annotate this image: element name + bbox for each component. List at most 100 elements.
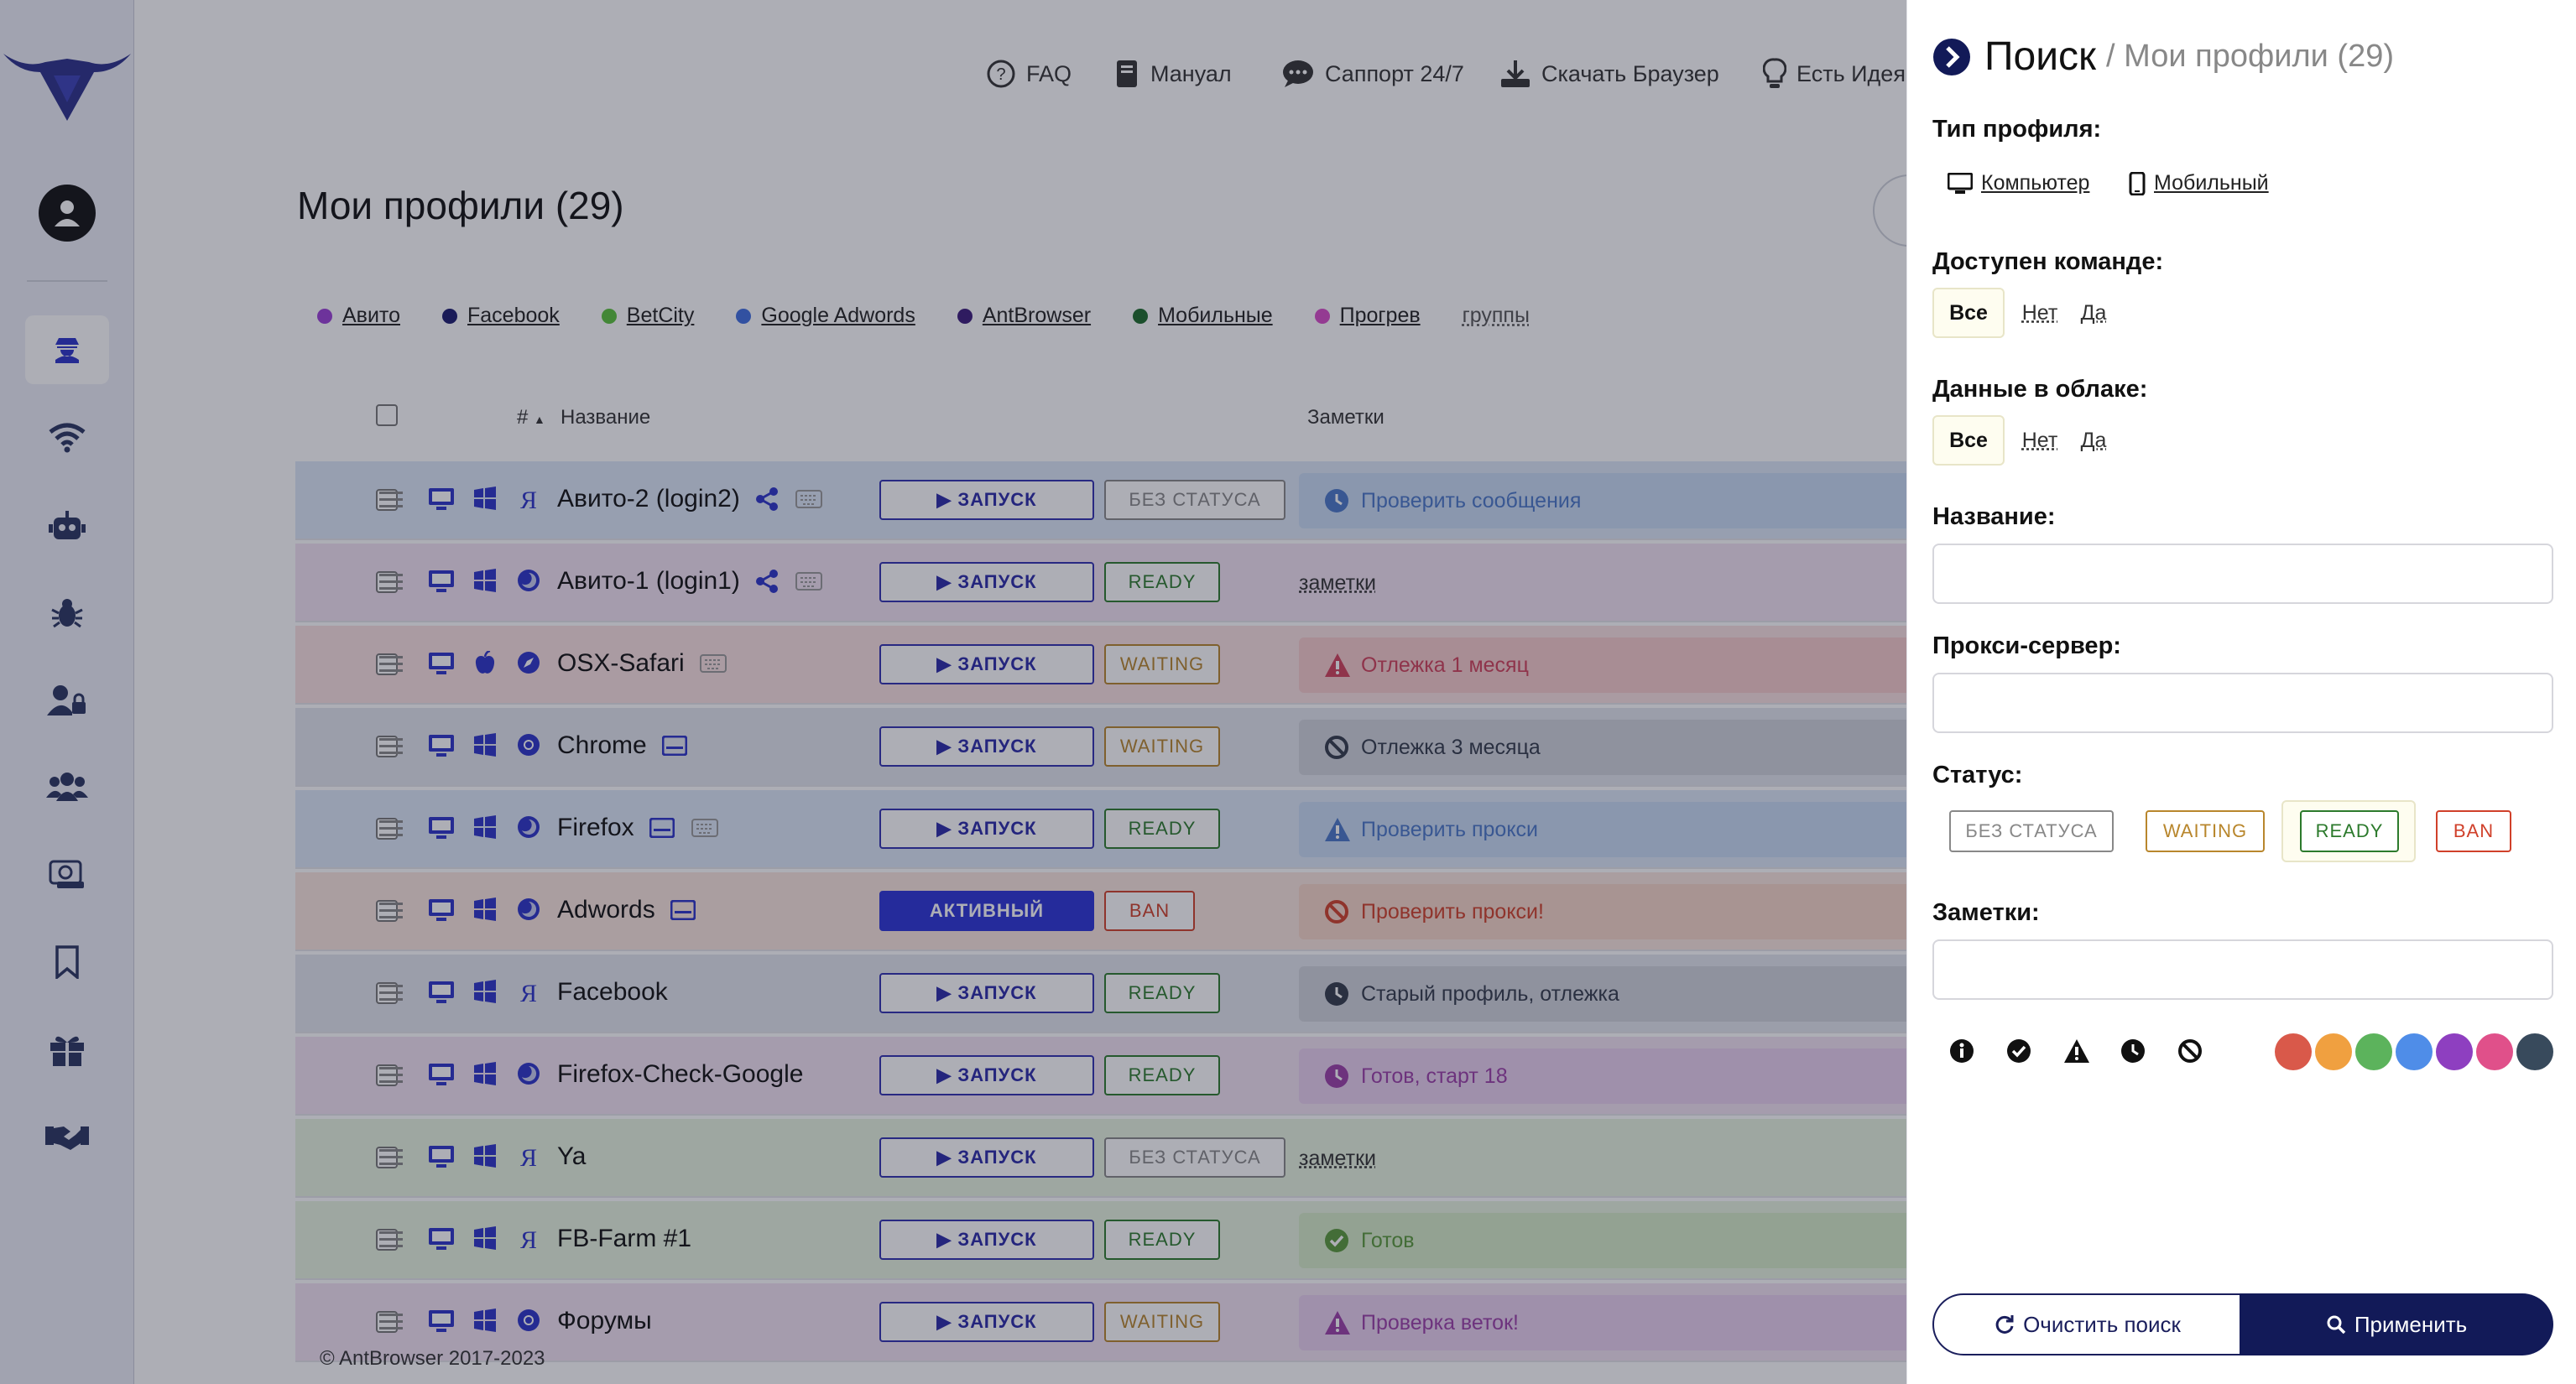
status-badge[interactable]: READY [1104,1220,1220,1260]
apply-button[interactable]: Применить [2240,1293,2553,1355]
color-swatch[interactable] [2355,1033,2392,1070]
robot-nav-icon[interactable] [25,492,109,560]
status-badge[interactable]: БЕЗ СТАТУСА [1104,480,1285,520]
status-filter-none[interactable]: БЕЗ СТАТУСА [1949,810,2114,852]
nav-support[interactable]: Саппорт 24/7 [1281,54,1464,94]
profile-row[interactable]: Firefox ▶ ЗАПУСК READY Проверить прокси [295,790,2041,869]
profile-name[interactable]: FB-Farm #1 [557,1225,692,1252]
antbrowser-logo[interactable] [0,44,134,127]
profile-row[interactable]: Авито-1 (login1) ▶ ЗАПУСК READY заметки [295,544,2041,622]
profile-name[interactable]: Chrome [557,731,647,759]
cloud-no-option[interactable]: Нет [2021,428,2058,452]
profile-name[interactable]: Авито-2 (login2) [557,485,740,512]
launch-button[interactable]: ▶ ЗАПУСК [879,1302,1094,1342]
row-drag-handle[interactable] [379,574,403,591]
row-drag-handle[interactable] [379,1314,403,1330]
info-icon[interactable] [1949,1038,1974,1064]
profile-row[interactable]: Форумы ▶ ЗАПУСК WAITING Проверка веток! [295,1283,2041,1362]
ban-icon[interactable] [2177,1038,2203,1064]
type-mobile-toggle[interactable]: Мобильный [2129,171,2269,195]
nav-download[interactable]: Скачать Браузер [1499,54,1719,94]
row-drag-handle[interactable] [379,656,403,673]
status-badge[interactable]: WAITING [1104,726,1220,767]
profiles-nav-icon[interactable] [25,315,109,384]
group-filter-item[interactable]: Google Adwords [736,304,915,328]
team-no-option[interactable]: Нет [2021,300,2058,325]
profile-row[interactable]: OSX-Safari ▶ ЗАПУСК WAITING Отлежка 1 месяц [295,626,2041,705]
status-badge[interactable]: WAITING [1104,644,1220,684]
chevron-right-icon[interactable] [1932,38,1971,76]
note-cell[interactable]: заметки [1299,555,2012,611]
note-cell[interactable]: Готов [1299,1213,2012,1268]
row-drag-handle[interactable] [379,985,403,1002]
note-cell[interactable]: заметки [1299,1131,2012,1186]
profile-row[interactable]: Я Авито-2 (login2) ▶ ЗАПУСК БЕЗ СТАТУСА Пров… [295,461,2041,540]
col-name-header[interactable]: Название [561,406,651,429]
launch-button[interactable]: ▶ ЗАПУСК [879,1137,1094,1178]
color-swatch[interactable] [2436,1033,2473,1070]
note-cell[interactable]: Проверить прокси [1299,802,2012,857]
team-yes-option[interactable]: Да [2080,300,2107,325]
cloud-all-option[interactable]: Все [1932,415,2005,466]
group-filter-item[interactable]: AntBrowser [957,304,1091,328]
profile-name[interactable]: Facebook [557,978,668,1006]
user-avatar-icon[interactable] [39,185,96,242]
row-drag-handle[interactable] [379,1067,403,1084]
profile-row[interactable]: Я Facebook ▶ ЗАПУСК READY Старый профиль, от… [295,955,2041,1033]
note-cell[interactable]: Проверить прокси! [1299,884,2012,939]
profile-name[interactable]: Adwords [557,896,655,924]
clock-icon[interactable] [2120,1038,2146,1064]
profile-name[interactable]: Ya [557,1142,587,1170]
launch-button[interactable]: ▶ ЗАПУСК [879,480,1094,520]
group-filter-item[interactable]: Прогрев [1314,304,1421,328]
color-swatch[interactable] [2315,1033,2352,1070]
team-all-option[interactable]: Все [1932,288,2005,338]
note-cell[interactable]: Отлежка 1 месяц [1299,637,2012,693]
launch-button[interactable]: ▶ ЗАПУСК [879,973,1094,1013]
status-badge[interactable]: WAITING [1104,1302,1220,1342]
group-filter-item[interactable]: Мобильные [1133,304,1273,328]
select-all-checkbox[interactable] [376,404,398,426]
gift-nav-icon[interactable] [25,1015,109,1084]
group-filter-item[interactable]: BetCity [601,304,694,328]
status-badge[interactable]: READY [1104,1055,1220,1095]
bookmark-nav-icon[interactable] [25,928,109,996]
color-swatch[interactable] [2476,1033,2513,1070]
nav-manual[interactable]: Мануал [1113,54,1232,94]
nav-faq[interactable]: ? FAQ [986,54,1072,94]
wifi-nav-icon[interactable] [25,403,109,471]
user-lock-nav-icon[interactable] [25,666,109,735]
groups-link[interactable]: группы [1462,304,1530,327]
launch-button[interactable]: ▶ ЗАПУСК [879,1220,1094,1260]
cloud-yes-option[interactable]: Да [2080,428,2107,452]
color-swatch[interactable] [2516,1033,2553,1070]
clear-search-button[interactable]: Очистить поиск [1932,1293,2243,1355]
profile-name[interactable]: Firefox-Check-Google [557,1060,804,1088]
launch-button[interactable]: ▶ ЗАПУСК [879,1055,1094,1095]
profile-name[interactable]: OSX-Safari [557,649,685,677]
status-filter-ban[interactable]: BAN [2436,810,2511,852]
row-drag-handle[interactable] [379,492,403,508]
launch-button[interactable]: ▶ ЗАПУСК [879,562,1094,602]
nav-idea[interactable]: Есть Идея [1763,54,1906,94]
color-swatch[interactable] [2396,1033,2433,1070]
status-filter-ready[interactable]: READY [2300,810,2399,852]
notes-input[interactable] [1932,939,2553,1000]
proxy-nav-icon[interactable] [25,839,109,908]
warning-icon[interactable] [2063,1038,2090,1064]
note-cell[interactable]: Старый профиль, отлежка [1299,966,2012,1022]
note-cell[interactable]: Проверить сообщения [1299,473,2012,528]
bug-nav-icon[interactable] [25,579,109,648]
status-badge[interactable]: BAN [1104,891,1195,931]
launch-button[interactable]: ▶ ЗАПУСК [879,644,1094,684]
proxy-input[interactable] [1932,673,2553,733]
group-filter-item[interactable]: Авито [317,304,400,328]
row-drag-handle[interactable] [379,1231,403,1248]
profile-row[interactable]: Firefox-Check-Google ▶ ЗАПУСК READY Готов, … [295,1037,2041,1116]
color-swatch[interactable] [2275,1033,2312,1070]
users-nav-icon[interactable] [25,752,109,820]
type-computer-toggle[interactable]: Компьютер [1948,171,2089,195]
row-drag-handle[interactable] [379,820,403,837]
status-badge[interactable]: READY [1104,973,1220,1013]
name-input[interactable] [1932,544,2553,604]
